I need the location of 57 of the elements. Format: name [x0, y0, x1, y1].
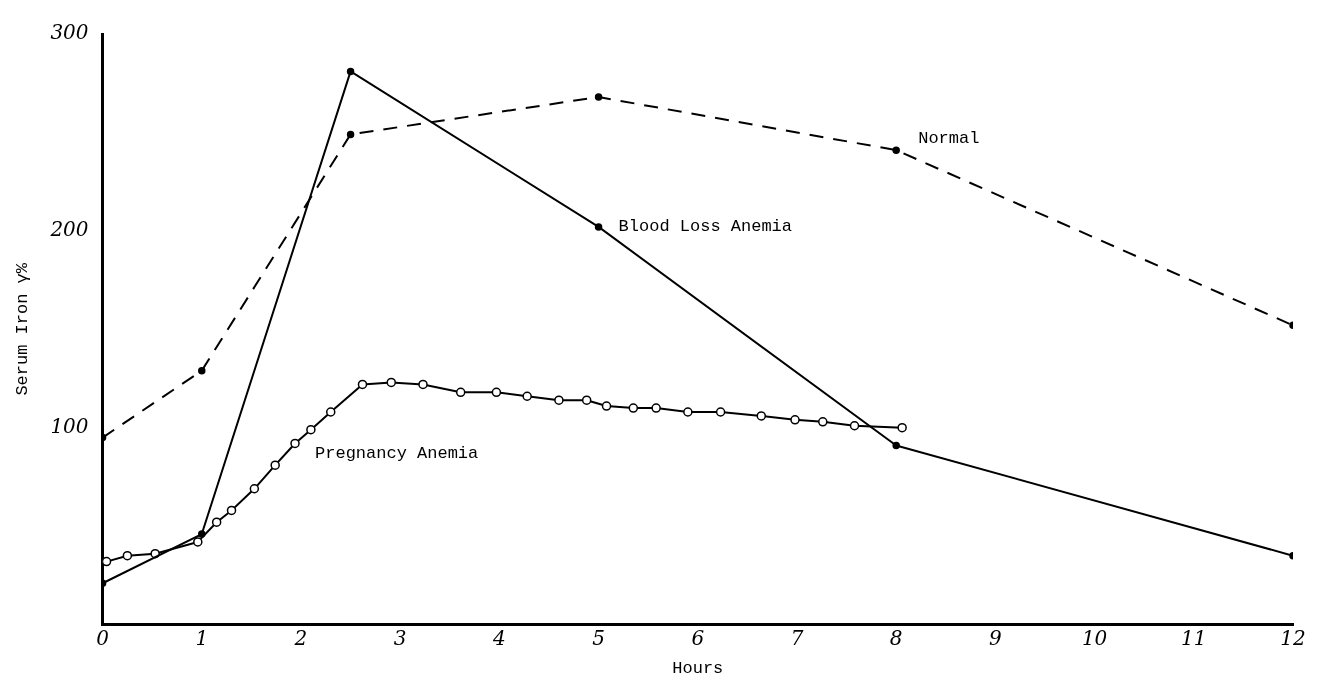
point: [270, 460, 280, 470]
point: [897, 422, 907, 433]
point: [756, 411, 767, 421]
y-tick-label: 300: [50, 20, 89, 45]
point: [683, 407, 693, 417]
x-tick-label: 2: [293, 625, 308, 650]
point: [491, 387, 502, 398]
point: [849, 421, 860, 431]
point: [892, 146, 900, 154]
point: [628, 403, 639, 413]
x-tick-label: 9: [989, 625, 1003, 650]
x-tick-label: 8: [889, 625, 903, 650]
point: [198, 366, 206, 375]
x-tick-label: 6: [691, 625, 705, 650]
point: [346, 67, 355, 76]
point: [249, 484, 260, 494]
point: [594, 223, 603, 231]
point: [306, 424, 316, 435]
point: [554, 395, 564, 405]
point: [357, 379, 368, 390]
point: [226, 505, 237, 516]
point: [122, 550, 133, 561]
point: [651, 403, 661, 413]
point: [790, 415, 800, 425]
x-tick-label: 1: [195, 625, 209, 650]
point: [892, 441, 900, 450]
y-tick-label: 200: [49, 217, 89, 242]
series-label: Normal: [918, 128, 980, 148]
point: [346, 130, 355, 139]
x-tick-label: 12: [1280, 625, 1306, 650]
point: [102, 556, 112, 567]
point: [715, 407, 726, 417]
series-label: Pregnancy Anemia: [315, 443, 479, 463]
x-tick-label: 5: [592, 625, 605, 650]
y-axis-title: Serum Iron γ%: [12, 262, 32, 396]
x-tick-label: 4: [492, 625, 506, 650]
y-tick-label: 100: [50, 413, 89, 438]
x-axis-title: Hours: [672, 659, 724, 679]
x-tick-label: 3: [393, 625, 407, 650]
point: [418, 379, 428, 390]
point: [211, 517, 222, 527]
x-tick-label: 11: [1181, 625, 1207, 650]
x-tick-label: 10: [1081, 625, 1108, 650]
point: [193, 537, 203, 547]
point: [594, 93, 603, 101]
series-label: Blood Loss Anemia: [618, 217, 793, 237]
x-tick-label: 0: [96, 625, 110, 650]
point: [601, 401, 612, 411]
point: [522, 391, 532, 401]
point: [581, 395, 592, 405]
point: [290, 438, 300, 449]
x-tick-label: 7: [790, 625, 804, 650]
point: [325, 407, 336, 417]
point: [455, 387, 466, 398]
point: [198, 530, 206, 538]
point: [818, 417, 828, 427]
point: [386, 377, 396, 388]
